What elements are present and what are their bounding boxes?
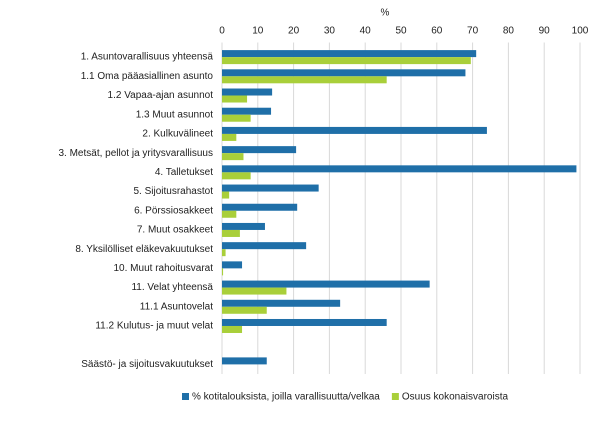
x-tick-label: 50 [395, 26, 407, 37]
bar [222, 76, 387, 84]
bar [222, 249, 226, 257]
bar [222, 318, 387, 326]
bar [222, 184, 319, 192]
bar [222, 153, 244, 161]
bar [222, 126, 487, 134]
y-tick-label: 1.2 Vapaa-ajan asunnot [108, 90, 214, 101]
y-tick-label: 4. Talletukset [155, 167, 213, 178]
x-tick-label: 80 [503, 26, 515, 37]
bar [222, 242, 307, 250]
x-tick-label: 30 [324, 26, 336, 37]
bar [222, 107, 272, 115]
y-tick-label: 1.3 Muut asunnot [136, 109, 213, 120]
bar [222, 299, 341, 307]
bar [222, 287, 287, 295]
x-tick-label: 0 [219, 26, 225, 37]
bar [222, 222, 265, 230]
bar [222, 146, 297, 154]
bar [222, 57, 471, 65]
y-tick-label: 10. Muut rahoitusvarat [114, 263, 214, 274]
y-tick-label: 3. Metsät, pellot ja yritysvarallisuus [58, 148, 213, 159]
x-tick-label: 20 [288, 26, 300, 37]
y-tick-label: Säästö- ja sijoitusvakuutukset [81, 359, 213, 370]
bar [222, 114, 251, 122]
bar [222, 172, 251, 180]
bar [222, 357, 267, 365]
bar [222, 210, 237, 218]
x-tick-label: 40 [360, 26, 372, 37]
bar [222, 261, 243, 269]
x-axis-label: % [381, 8, 390, 19]
y-tick-label: 5. Sijoitusrahastot [134, 186, 214, 197]
legend-label: Osuus kokonaisvaroista [402, 392, 509, 403]
y-tick-label: 1. Asuntovarallisuus yhteensä [81, 52, 214, 63]
x-tick-label: 70 [467, 26, 479, 37]
bar [222, 69, 466, 77]
y-tick-label: 1.1 Oma pääasiallinen asunto [81, 71, 214, 82]
x-tick-label: 60 [431, 26, 443, 37]
y-tick-label: 2. Kulkuvälineet [142, 129, 213, 140]
x-tick-label: 10 [252, 26, 264, 37]
legend-swatch [391, 393, 399, 400]
bar [222, 191, 230, 199]
bar [222, 165, 577, 173]
bar [222, 325, 243, 333]
legend-swatch [182, 393, 189, 400]
x-tick-label: 100 [572, 26, 589, 37]
bar [222, 280, 430, 288]
y-tick-label: 7. Muut osakkeet [137, 225, 213, 236]
x-tick-label: 90 [539, 26, 551, 37]
legend-label: % kotitalouksista, joilla varallisuutta/… [192, 392, 380, 403]
y-tick-label: 6. Pörssiosakkeet [134, 205, 213, 216]
bar [222, 50, 477, 58]
y-tick-label: 8. Yksilölliset eläkevakuutukset [75, 244, 213, 255]
y-tick-label: 11.2 Kulutus- ja muut velat [95, 321, 213, 332]
y-tick-label: 11. Velat yhteensä [131, 282, 213, 293]
bar [222, 95, 248, 103]
bar [222, 133, 237, 141]
bar [222, 229, 240, 237]
bar [222, 203, 298, 211]
bar [222, 88, 273, 96]
bar [222, 268, 224, 276]
bar [222, 306, 267, 314]
y-tick-label: 11.1 Asuntovelat [140, 301, 213, 312]
